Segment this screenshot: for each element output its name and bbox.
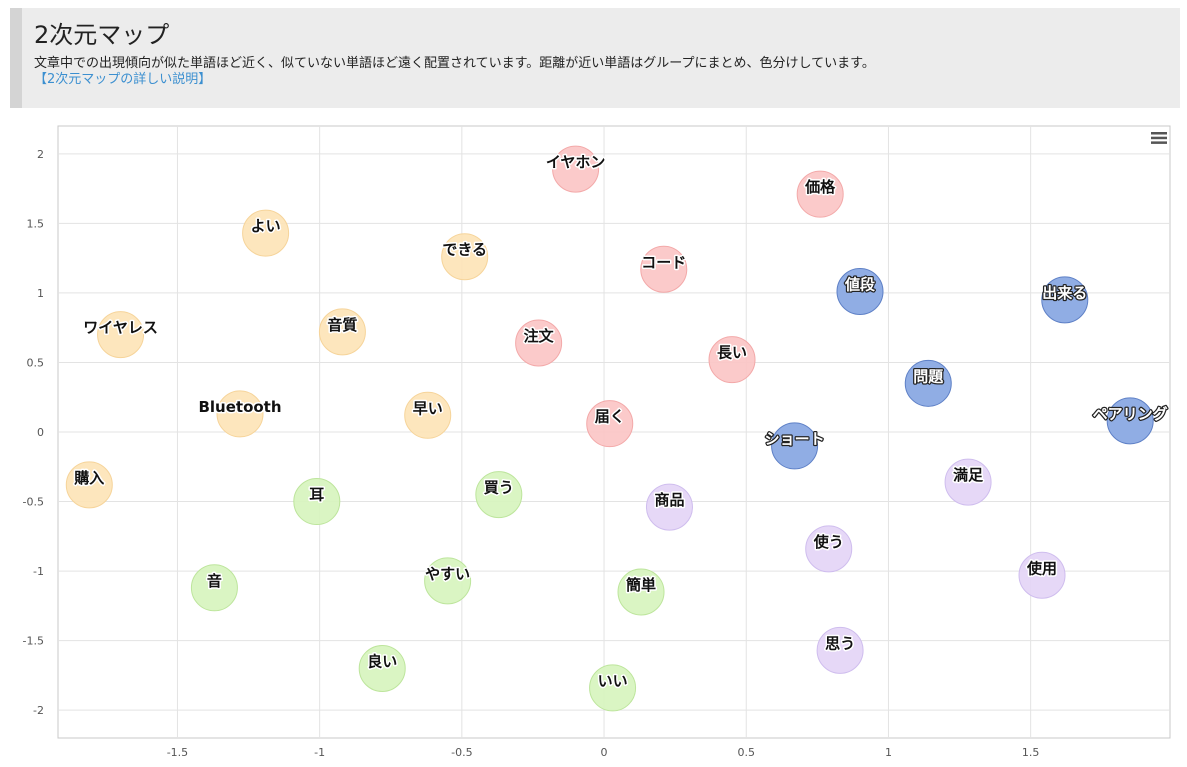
x-tick-label: 1 bbox=[885, 746, 892, 759]
point-green[interactable] bbox=[475, 471, 523, 519]
y-tick-label: 2 bbox=[37, 148, 44, 161]
point-blue[interactable] bbox=[904, 359, 952, 407]
point-label: 買う bbox=[484, 479, 514, 497]
point-label: イヤホン bbox=[546, 153, 606, 171]
y-tick-label: -1 bbox=[33, 565, 44, 578]
point-orange[interactable] bbox=[65, 461, 113, 509]
point-purple[interactable] bbox=[805, 525, 853, 573]
point-orange[interactable] bbox=[216, 390, 264, 438]
point-label: 注文 bbox=[524, 327, 555, 345]
point-label: 満足 bbox=[953, 466, 984, 484]
point-label: できる bbox=[442, 241, 487, 259]
point-red[interactable] bbox=[796, 170, 844, 218]
point-label: Bluetooth bbox=[198, 398, 281, 416]
point-red[interactable] bbox=[640, 245, 688, 293]
page-title: 2次元マップ bbox=[34, 21, 170, 49]
point-label: 出来る bbox=[1042, 284, 1087, 302]
point-label: 良い bbox=[367, 652, 397, 670]
point-label: 商品 bbox=[654, 491, 684, 509]
point-purple[interactable] bbox=[944, 458, 992, 506]
point-label: 音 bbox=[207, 572, 222, 590]
point-label: 思う bbox=[825, 634, 855, 652]
header-panel: 2次元マップ 文章中での出現傾向が似た単語ほど近く、似ていない単語ほど遠く配置さ… bbox=[10, 8, 1180, 108]
x-tick-label: -1 bbox=[314, 746, 325, 759]
point-label: 値段 bbox=[844, 276, 875, 294]
x-tick-label: 1.5 bbox=[1022, 746, 1040, 759]
point-label: 価格 bbox=[804, 178, 836, 196]
page-description: 文章中での出現傾向が似た単語ほど近く、似ていない単語ほど遠く配置されています。距… bbox=[34, 56, 875, 71]
grid-lines bbox=[58, 126, 1170, 738]
point-label: ショート bbox=[765, 430, 825, 448]
x-tick-label: -1.5 bbox=[167, 746, 188, 759]
y-tick-label: -0.5 bbox=[23, 496, 44, 509]
point-red[interactable] bbox=[552, 145, 600, 193]
point-green[interactable] bbox=[617, 568, 665, 616]
point-orange[interactable] bbox=[441, 233, 489, 281]
point-label: 使用 bbox=[1026, 559, 1057, 577]
point-label: やすい bbox=[425, 565, 470, 583]
point-orange[interactable] bbox=[404, 391, 452, 439]
scatter-chart: -1.5 -1 -0.5 0 0.5 1 1.521.510.50-0.5-1-1.5-2 … bbox=[23, 125, 1171, 759]
point-green[interactable] bbox=[293, 478, 341, 526]
point-green[interactable] bbox=[358, 644, 406, 692]
y-tick-label: 1.5 bbox=[27, 217, 45, 230]
point-label: 届く bbox=[595, 408, 625, 426]
hamburger-menu-icon[interactable] bbox=[1150, 131, 1168, 145]
point-label: 長い bbox=[717, 344, 747, 362]
point-label: コード bbox=[641, 253, 686, 271]
point-green[interactable] bbox=[190, 564, 238, 612]
point-blue[interactable] bbox=[1106, 397, 1154, 445]
point-orange[interactable] bbox=[242, 209, 290, 257]
point-label: 音質 bbox=[327, 316, 357, 334]
point-label: よい bbox=[251, 217, 281, 235]
y-tick-label: -1.5 bbox=[23, 635, 44, 648]
point-label: 購入 bbox=[73, 469, 104, 487]
point-purple[interactable] bbox=[1018, 551, 1066, 599]
point-purple[interactable] bbox=[816, 626, 864, 674]
point-red[interactable] bbox=[515, 319, 563, 367]
point-label: ワイヤレス bbox=[83, 319, 158, 337]
point-blue[interactable] bbox=[836, 268, 884, 316]
y-tick-label: 0 bbox=[37, 426, 44, 439]
x-tick-label: 0 bbox=[601, 746, 608, 759]
point-blue[interactable] bbox=[1041, 276, 1089, 324]
chart-container: -1.5 -1 -0.5 0 0.5 1 1.5 2 1.5 1 0.5 0 -0.5 -1 -1.5 -2 … bbox=[10, 125, 1180, 767]
point-label: 早い bbox=[413, 399, 443, 417]
point-green[interactable] bbox=[424, 557, 472, 605]
point-blue[interactable] bbox=[771, 422, 819, 470]
point-red[interactable] bbox=[708, 336, 756, 384]
point-orange[interactable] bbox=[318, 308, 366, 356]
y-tick-label: -2 bbox=[33, 704, 44, 717]
y-tick-label: 1 bbox=[37, 287, 44, 300]
point-label: 耳 bbox=[309, 486, 324, 504]
data-points bbox=[65, 145, 1154, 712]
point-label: 簡単 bbox=[626, 576, 656, 594]
x-tick-label: 0.5 bbox=[737, 746, 755, 759]
y-tick-label: 0.5 bbox=[27, 356, 45, 369]
point-label: 問題 bbox=[913, 367, 944, 385]
point-green[interactable] bbox=[589, 664, 637, 712]
point-label: いい bbox=[598, 672, 628, 690]
point-label: ペアリング bbox=[1093, 405, 1168, 423]
point-purple[interactable] bbox=[645, 483, 693, 531]
x-tick-label: -0.5 bbox=[451, 746, 472, 759]
point-label: 使う bbox=[813, 533, 844, 551]
details-link[interactable]: 【2次元マップの詳しい説明】 bbox=[34, 72, 212, 87]
point-orange[interactable] bbox=[97, 311, 145, 359]
axis-ticks: -1.5 -1 -0.5 0 0.5 1 1.5 2 1.5 1 0.5 0 -0.5 -1 -1.5 -2 bbox=[23, 148, 1040, 759]
point-red[interactable] bbox=[586, 400, 634, 448]
